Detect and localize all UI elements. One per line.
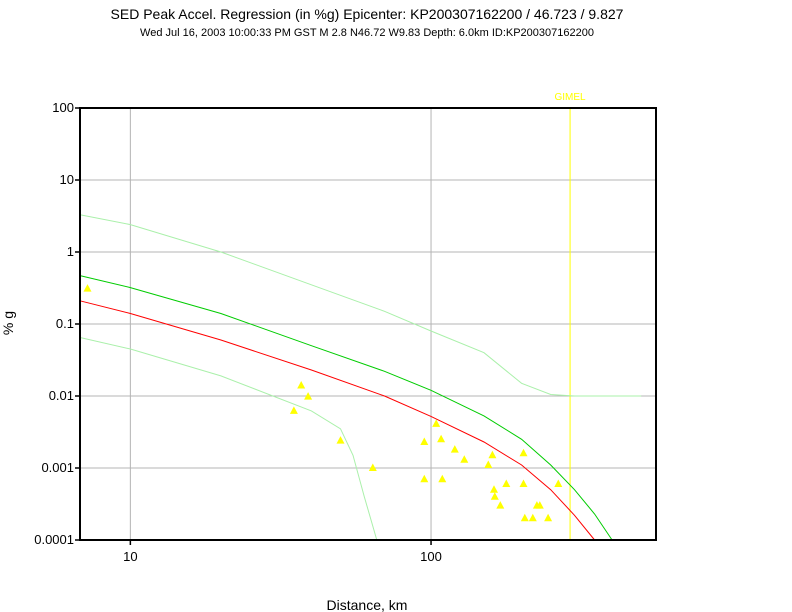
- data-point-triangle: [289, 406, 298, 414]
- y-tick-label: 0.1: [56, 316, 74, 331]
- data-point-triangle: [490, 492, 499, 500]
- data-point-triangle: [520, 513, 529, 522]
- data-point-triangle: [297, 381, 306, 389]
- data-point-triangle: [484, 460, 493, 468]
- data-point-triangle: [544, 513, 553, 522]
- data-point-triangle: [437, 434, 446, 443]
- data-point-triangle: [420, 474, 429, 483]
- annotations: GIMEL: [555, 92, 587, 540]
- chart-subtitle: Wed Jul 16, 2003 10:00:33 PM GST M 2.8 N…: [140, 27, 594, 39]
- data-point-triangle: [420, 437, 429, 445]
- x-axis-label: Distance, km: [327, 597, 408, 612]
- y-axis-label: % g: [0, 311, 16, 335]
- data-point-triangle: [490, 485, 498, 493]
- y-tick-label: 0.0001: [34, 532, 74, 547]
- y-tick-label: 0.001: [41, 460, 74, 475]
- data-point-triangle: [460, 455, 469, 463]
- regression-line: [79, 300, 595, 541]
- x-tick-label: 10: [123, 549, 137, 564]
- y-tick-label: 10: [60, 172, 74, 187]
- series: [79, 214, 642, 541]
- data-point-triangle: [83, 284, 92, 292]
- data-point-triangle: [368, 463, 377, 471]
- data-point-triangle: [496, 501, 505, 509]
- data-point-triangle: [450, 445, 459, 453]
- x-tick-label: 100: [420, 549, 442, 564]
- data-point-triangle: [304, 392, 313, 400]
- y-tick-label: 100: [52, 100, 74, 115]
- grid: [80, 108, 656, 540]
- data-point-triangle: [519, 448, 528, 457]
- y-tick-label: 1: [67, 244, 74, 259]
- station-marker-label: GIMEL: [555, 92, 587, 103]
- regression-line: [79, 337, 378, 541]
- data-point-triangle: [519, 479, 528, 487]
- data-point-triangle: [528, 513, 537, 522]
- regression-line: [79, 275, 613, 541]
- ticks: 100 10 1 0.1 0.01 0.001 0.0001 10 100: [34, 100, 442, 564]
- data-point-triangle: [336, 436, 345, 444]
- chart-title: SED Peak Accel. Regression (in %g) Epice…: [111, 6, 624, 22]
- data-point-triangle: [438, 474, 447, 483]
- y-tick-label: 0.01: [49, 388, 74, 403]
- data-point-triangle: [502, 479, 511, 487]
- regression-line: [79, 214, 642, 397]
- data-point-triangle: [535, 501, 544, 509]
- data-point-triangle: [432, 419, 441, 427]
- data-point-triangle: [488, 450, 497, 459]
- data-point-triangle: [554, 479, 563, 487]
